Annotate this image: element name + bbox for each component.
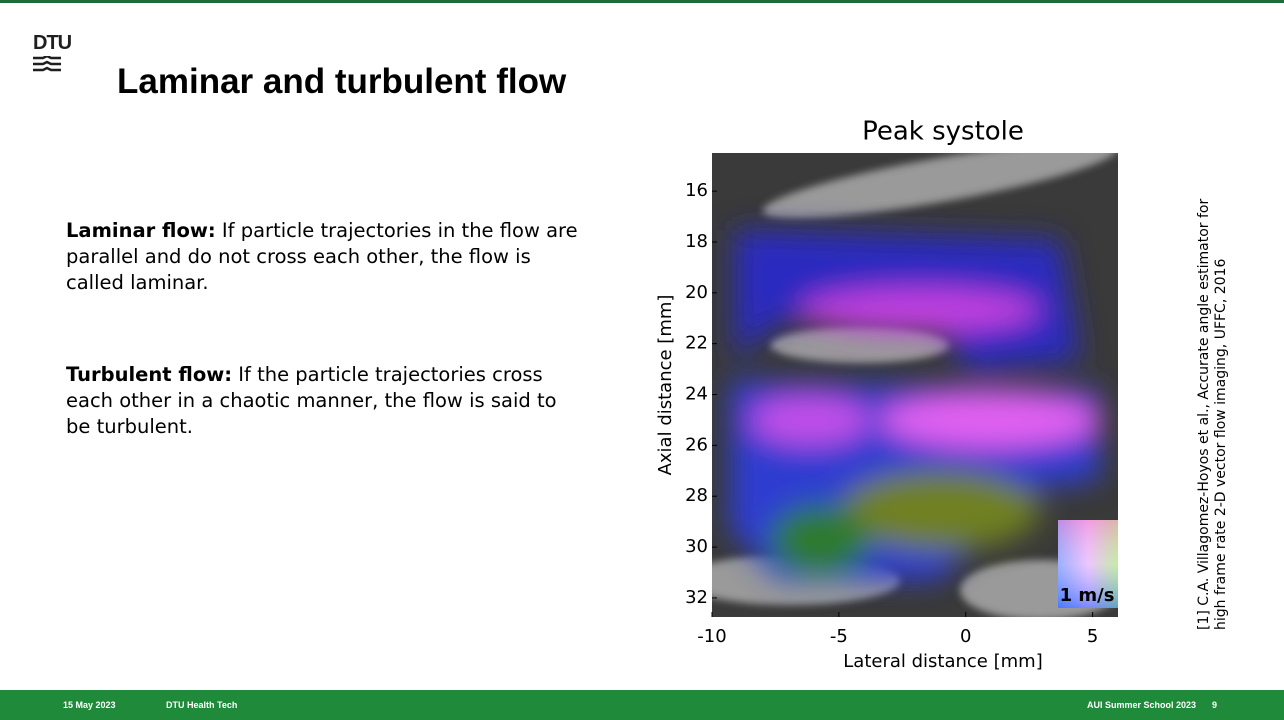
y-tick-label: 24 xyxy=(685,384,708,405)
y-tick-label: 28 xyxy=(685,485,708,506)
figure-title: Peak systole xyxy=(862,117,1024,147)
term: Turbulent flow: xyxy=(66,363,232,386)
legend-label: 1 m/s xyxy=(1060,585,1115,606)
logo-mark xyxy=(33,56,61,72)
footer: 15 May 2023 DTU Health Tech AUI Summer S… xyxy=(0,690,1284,720)
y-tick-label: 22 xyxy=(685,333,708,354)
y-axis-label: Axial distance [mm] xyxy=(655,295,676,476)
y-tick-label: 32 xyxy=(685,587,708,608)
slide: DTU Laminar and turbulent flow Laminar f… xyxy=(0,0,1284,720)
footer-page: 9 xyxy=(1212,700,1217,710)
y-tick-label: 30 xyxy=(685,536,708,557)
y-tick-label: 18 xyxy=(685,231,708,252)
x-tick-label: -5 xyxy=(830,626,848,647)
x-tick-label: -10 xyxy=(697,626,726,647)
logo: DTU xyxy=(33,32,71,55)
footer-department: DTU Health Tech xyxy=(166,700,237,710)
paragraph: Laminar flow: If particle trajectories i… xyxy=(66,218,586,296)
x-tick-label: 5 xyxy=(1087,626,1098,647)
citation: [1] C.A. Villagomez-Hoyos et al., Accura… xyxy=(1196,199,1230,630)
paragraph: Turbulent flow: If the particle trajecto… xyxy=(66,362,586,440)
footer-date: 15 May 2023 xyxy=(63,700,116,710)
footer-event: AUI Summer School 2023 xyxy=(1087,700,1196,710)
x-axis-label: Lateral distance [mm] xyxy=(843,651,1042,672)
y-tick-label: 26 xyxy=(685,434,708,455)
citation-line: high frame rate 2-D vector flow imaging,… xyxy=(1213,199,1230,630)
y-tick-label: 20 xyxy=(685,282,708,303)
y-tick-label: 16 xyxy=(685,180,708,201)
figure: Peak systole Lateral distance [mm] Axial… xyxy=(640,110,1140,680)
ultrasound-image xyxy=(680,127,1121,620)
slide-title: Laminar and turbulent flow xyxy=(117,62,566,102)
x-tick-label: 0 xyxy=(960,626,971,647)
term: Laminar flow: xyxy=(66,219,216,242)
citation-line: [1] C.A. Villagomez-Hoyos et al., Accura… xyxy=(1196,199,1213,630)
top-rule xyxy=(0,0,1284,3)
